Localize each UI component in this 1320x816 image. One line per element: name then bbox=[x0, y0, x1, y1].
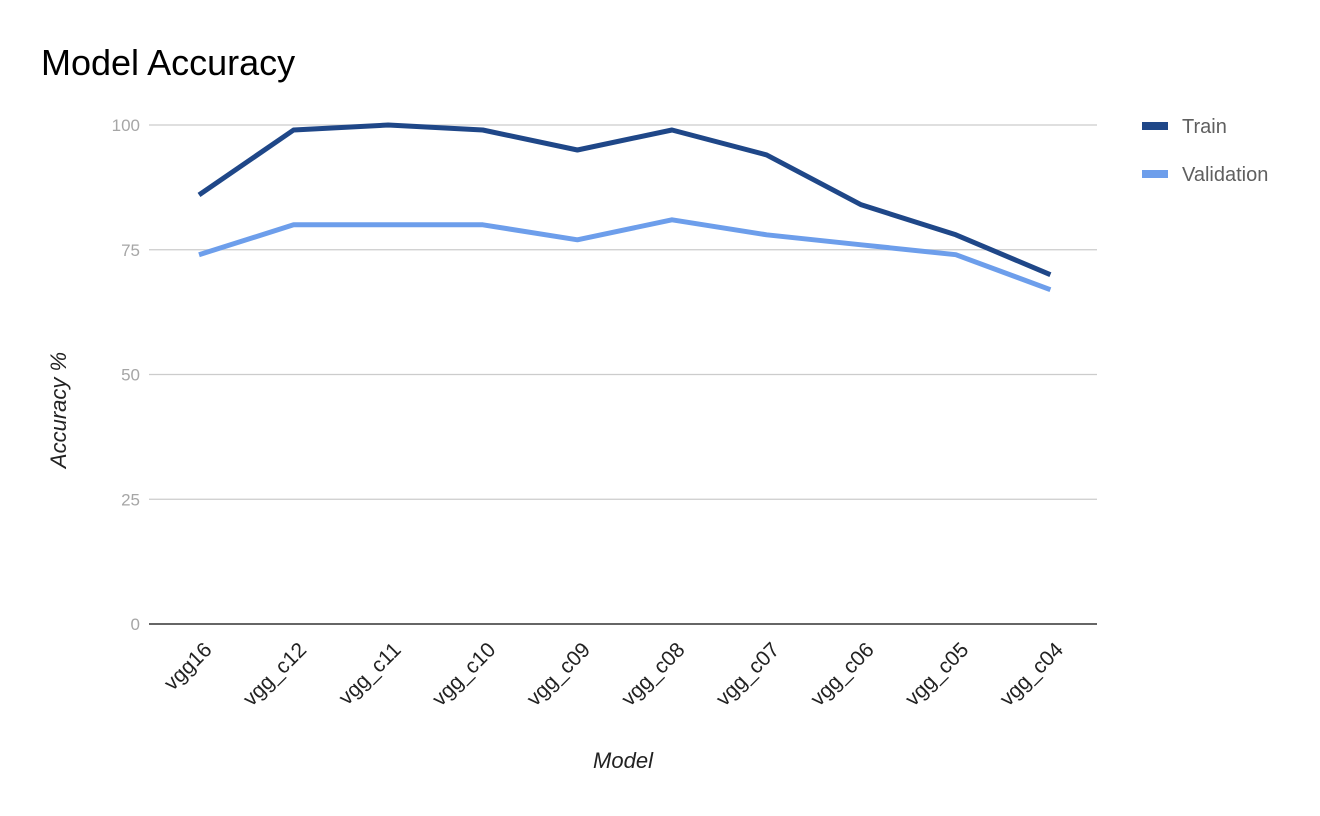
x-tick-label: vgg_c09 bbox=[523, 638, 595, 710]
x-axis-title: Model bbox=[593, 748, 654, 773]
legend: Train Validation bbox=[1142, 116, 1268, 186]
series-lines bbox=[197, 122, 1052, 293]
gridlines bbox=[149, 124, 1097, 625]
legend-label-train: Train bbox=[1182, 116, 1227, 138]
x-tick-label: vgg_c05 bbox=[901, 638, 973, 710]
legend-label-validation: Validation bbox=[1182, 164, 1268, 186]
x-tick-label: vgg_c11 bbox=[334, 638, 405, 709]
y-axis-ticks: 0 25 50 75 100 bbox=[112, 116, 140, 634]
x-tick-label: vgg_c07 bbox=[712, 638, 784, 710]
series-line-train bbox=[197, 122, 1052, 278]
y-tick-label: 50 bbox=[121, 366, 140, 385]
y-tick-label: 0 bbox=[131, 615, 140, 634]
y-axis-title: Accuracy % bbox=[46, 352, 71, 470]
legend-swatch-train bbox=[1142, 122, 1168, 130]
y-tick-label: 100 bbox=[112, 116, 140, 135]
x-tick-label: vgg16 bbox=[160, 638, 217, 695]
y-tick-label: 25 bbox=[121, 490, 140, 509]
series-line-validation bbox=[198, 217, 1052, 293]
x-axis-ticks: vgg16 vgg_c12 vgg_c11 vgg_c10 vgg_c09 vgg_c08… bbox=[160, 638, 1068, 711]
x-tick-label: vgg_c04 bbox=[996, 638, 1069, 711]
x-tick-label: vgg_c10 bbox=[428, 638, 500, 710]
y-tick-label: 75 bbox=[121, 241, 140, 260]
chart-title: Model Accuracy bbox=[41, 42, 295, 83]
x-tick-label: vgg_c08 bbox=[617, 638, 689, 710]
x-tick-label: vgg_c12 bbox=[239, 638, 311, 710]
x-tick-label: vgg_c06 bbox=[806, 638, 878, 710]
legend-swatch-validation bbox=[1142, 170, 1168, 178]
